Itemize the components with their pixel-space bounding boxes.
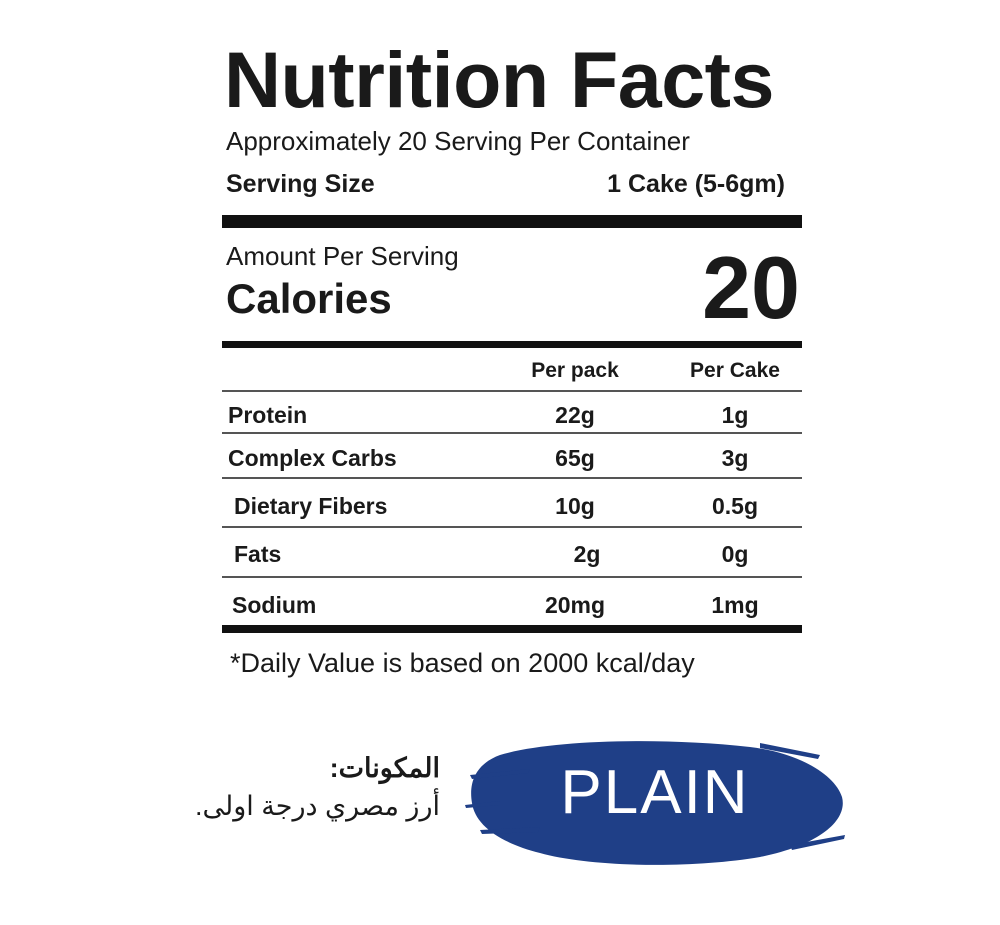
row-divider (222, 526, 802, 528)
table-row: Dietary Fibers 10g 0.5g (222, 483, 802, 527)
serving-size-label: Serving Size (226, 170, 375, 198)
calories-value: 20 (702, 238, 800, 337)
brush-stroke (471, 741, 843, 865)
row-divider (222, 390, 802, 392)
amount-per-serving: Amount Per Serving (226, 241, 459, 271)
per-cake-value: 1mg (711, 592, 759, 618)
nutrient-name: Protein (228, 402, 308, 428)
calories-label: Calories (226, 275, 392, 322)
serving-size-value: 1 Cake (5-6gm) (607, 170, 785, 198)
servings-per-container: Approximately 20 Serving Per Container (226, 126, 690, 156)
brush-stroke-background (465, 741, 845, 865)
column-header-per-cake: Per Cake (690, 359, 780, 382)
table-row: Protein 22g 1g (222, 392, 802, 436)
per-pack-value: 2g (573, 541, 601, 567)
row-divider (222, 576, 802, 578)
nutrient-name: Sodium (232, 592, 317, 618)
thick-divider (222, 215, 802, 228)
medium-divider (222, 341, 802, 348)
table-row: Sodium 20mg 1mg (222, 582, 802, 626)
ingredients-heading: المكونات: (329, 753, 440, 783)
row-divider (222, 432, 802, 434)
per-pack-value: 65g (555, 445, 595, 471)
per-cake-value: 0g (721, 541, 749, 567)
table-row: Complex Carbs 65g 3g (222, 435, 802, 479)
flavor-name: PLAIN (560, 758, 750, 827)
nutrient-name: Complex Carbs (228, 445, 397, 471)
nutrient-name: Fats (234, 541, 282, 567)
column-header-per-pack: Per pack (531, 359, 619, 382)
per-pack-value: 10g (555, 493, 595, 519)
table-row: Fats 2g 0g (222, 531, 802, 575)
per-pack-value: 22g (555, 402, 595, 428)
per-cake-value: 0.5g (711, 493, 759, 519)
row-divider (222, 477, 802, 479)
per-cake-value: 1g (721, 402, 749, 428)
nutrition-facts-title: Nutrition Facts (224, 35, 774, 124)
per-pack-value: 20mg (544, 592, 606, 618)
nutrient-name: Dietary Fibers (234, 493, 388, 519)
per-cake-value: 3g (721, 445, 749, 471)
daily-value-footnote: *Daily Value is based on 2000 kcal/day (230, 648, 695, 678)
bottom-divider (222, 625, 802, 633)
ingredients-text: أرز مصري درجة اولى. (195, 791, 440, 821)
